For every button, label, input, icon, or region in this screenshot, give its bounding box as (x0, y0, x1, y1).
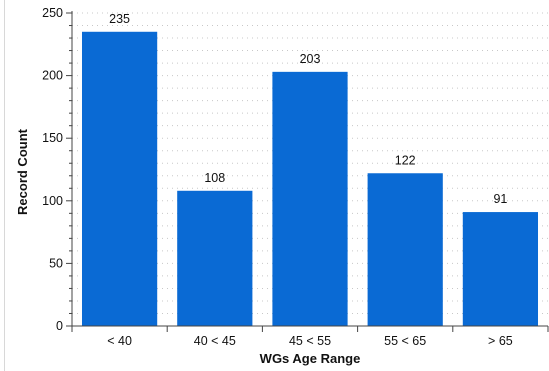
axes-group (66, 11, 549, 332)
bars-group (81, 31, 539, 327)
bar-3 (367, 173, 443, 326)
y-tick-label-0: 0 (56, 319, 63, 333)
y-tick-label-3: 150 (42, 131, 63, 145)
data-label-2: 203 (300, 52, 321, 66)
data-label-4: 91 (493, 192, 507, 206)
y-tick-label-4: 200 (42, 69, 63, 83)
data-label-1: 108 (204, 171, 225, 185)
x-tick-label-2: 45 < 55 (289, 334, 331, 348)
x-tick-label-3: 55 < 65 (384, 334, 426, 348)
bar-2 (272, 71, 348, 327)
x-tick-label-1: 40 < 45 (194, 334, 236, 348)
x-tick-label-0: < 40 (107, 334, 132, 348)
bar-4 (462, 212, 539, 326)
bar-1 (177, 190, 253, 326)
bar-0 (81, 31, 158, 327)
y-tick-label-5: 250 (42, 6, 63, 20)
data-label-0: 235 (109, 12, 130, 26)
ticks-group: < 40 40 < 45 45 < 55 55 < 65 > 65 0 50 100 150 20… (42, 6, 513, 348)
labels-group: 235 108 203 122 91 (109, 12, 507, 206)
panel-left-border (4, 0, 5, 371)
y-tick-label-1: 50 (49, 256, 63, 270)
y-axis-title: Record Count (15, 128, 30, 215)
x-axis-title: WGs Age Range (260, 351, 361, 366)
data-label-3: 122 (395, 153, 416, 167)
y-tick-label-2: 100 (42, 194, 63, 208)
x-tick-label-4: > 65 (488, 334, 513, 348)
